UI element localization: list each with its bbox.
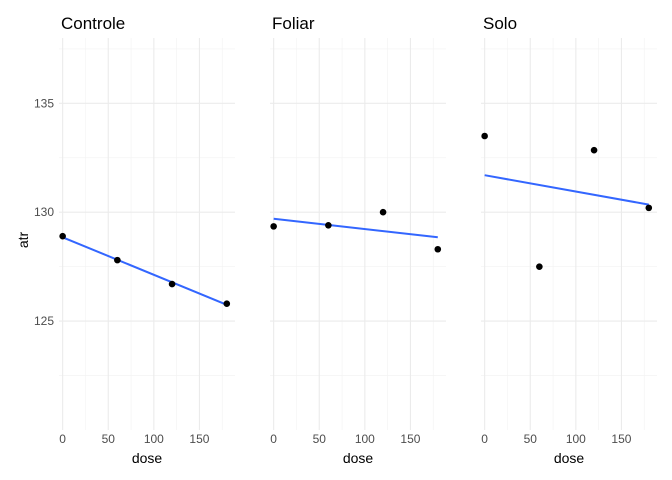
x-tick-label: 100 <box>355 432 375 446</box>
x-tick-label: 50 <box>313 432 327 446</box>
data-point <box>434 245 442 253</box>
data-point <box>590 146 598 154</box>
x-tick-label: 150 <box>400 432 420 446</box>
y-tick-label: 125 <box>34 314 54 328</box>
x-tick-label: 0 <box>481 432 488 446</box>
data-point <box>168 280 176 288</box>
x-axis-title: dose <box>343 450 374 466</box>
x-axis-title: dose <box>554 450 585 466</box>
x-tick-label: 0 <box>59 432 66 446</box>
y-tick-label: 135 <box>34 96 54 110</box>
x-tick-label: 50 <box>524 432 538 446</box>
data-point <box>645 204 653 212</box>
data-point <box>59 232 66 240</box>
data-point <box>481 132 488 140</box>
panel-title: Controle <box>61 14 125 33</box>
panel-title: Solo <box>483 14 517 33</box>
panel-controle: Controle 0 50 100 150 dose 125 130 135 <box>34 14 235 466</box>
panel-title: Foliar <box>272 14 315 33</box>
panel-foliar: Foliar 0 50 100 150 dose <box>270 14 446 466</box>
panel-solo: Solo 0 50 100 150 dose <box>481 14 657 466</box>
data-point <box>270 223 277 230</box>
y-axis-title: atr <box>15 231 31 248</box>
data-point <box>223 300 231 307</box>
trend-line <box>484 174 649 206</box>
trend-line <box>273 217 438 239</box>
data-point <box>536 263 543 270</box>
trend-line <box>62 236 228 306</box>
x-tick-label: 100 <box>566 432 586 446</box>
data-point <box>114 256 121 264</box>
data-point <box>379 208 387 216</box>
x-tick-label: 150 <box>611 432 631 446</box>
y-tick-label: 130 <box>34 205 54 219</box>
data-point <box>325 221 332 229</box>
x-tick-label: 100 <box>144 432 164 446</box>
x-tick-label: 50 <box>102 432 116 446</box>
x-tick-label: 150 <box>189 432 209 446</box>
x-tick-label: 0 <box>270 432 277 446</box>
x-axis-title: dose <box>132 450 163 466</box>
